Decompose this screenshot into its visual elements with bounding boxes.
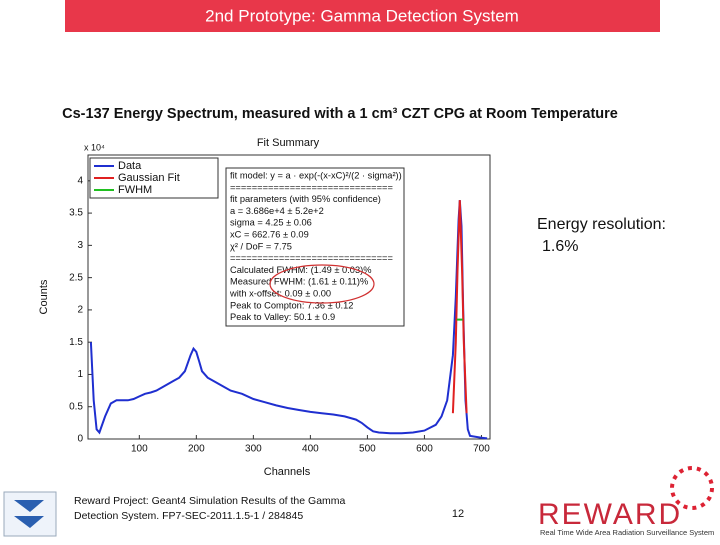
legend-label: Data xyxy=(118,160,142,172)
x-tick-label: 200 xyxy=(188,444,205,455)
y-tick-label: 2 xyxy=(77,305,83,316)
series-line xyxy=(89,200,488,440)
fit-summary-line: a = 3.686e+4 ± 5.2e+2 xyxy=(230,206,324,216)
y-tick-label: 1 xyxy=(77,369,83,380)
fit-summary-line: fit model: y = a · exp(-(x-xC)²/(2 · sig… xyxy=(230,170,402,180)
logo-swirl xyxy=(670,466,714,510)
fit-summary-line: χ² / DoF = 7.75 xyxy=(230,241,292,251)
fit-summary-line: with x-offset: 0.09 ± 0.00 xyxy=(229,288,331,298)
y-multiplier: x 10⁴ xyxy=(84,142,105,152)
fit-summary-line: ============================== xyxy=(230,253,393,263)
fp7-logo-shape xyxy=(14,500,44,528)
fp7-logo xyxy=(3,491,57,537)
fit-summary-line: ============================== xyxy=(230,182,393,192)
fit-summary-box xyxy=(225,167,405,327)
x-tick-label: 500 xyxy=(359,444,376,455)
title-bar xyxy=(65,0,660,32)
series-line xyxy=(451,200,468,414)
fit-summary-line: Peak to Valley: 50.1 ± 0.9 xyxy=(230,312,335,322)
footer-text: Reward Project: Geant4 Simulation Result… xyxy=(74,495,346,507)
y-tick-label: 0.5 xyxy=(69,401,83,412)
y-tick-label: 0 xyxy=(77,434,83,445)
legend-label: Gaussian Fit xyxy=(118,172,180,184)
resolution-label: Energy resolution: xyxy=(537,216,666,233)
y-tick-label: 3.5 xyxy=(69,208,83,219)
y-tick-label: 3 xyxy=(77,240,83,251)
x-tick-label: 700 xyxy=(473,444,490,455)
x-tick-label: 300 xyxy=(245,444,262,455)
highlight-ellipse xyxy=(269,264,375,304)
footer-text: Detection System. FP7-SEC-2011.1.5-1 / 2… xyxy=(74,510,303,522)
fit-summary-line: fit parameters (with 95% confidence) xyxy=(230,194,381,204)
fit-summary-line: Peak to Compton: 7.36 ± 0.12 xyxy=(230,300,353,310)
fit-summary-line: Calculated FWHM: (1.49 ± 0.03)% xyxy=(230,265,372,275)
y-tick-label: 1.5 xyxy=(69,337,83,348)
logo-tagline: Real Time Wide Area Radiation Surveillan… xyxy=(540,528,714,537)
slide-subtitle: Cs-137 Energy Spectrum, measured with a … xyxy=(62,106,618,122)
logo-text: REWARD xyxy=(538,498,682,531)
fit-summary-line: sigma = 4.25 ± 0.06 xyxy=(230,218,312,228)
slide-title: 2nd Prototype: Gamma Detection System xyxy=(205,6,519,25)
legend-label: FWHM xyxy=(118,184,152,196)
resolution-value: 1.6% xyxy=(542,238,578,255)
y-tick-label: 2.5 xyxy=(69,272,83,283)
x-tick-label: 100 xyxy=(131,444,148,455)
fit-summary-line: xC = 662.76 ± 0.09 xyxy=(230,229,309,239)
page-number: 12 xyxy=(452,508,464,520)
y-axis-label: Counts xyxy=(38,279,50,314)
x-axis-label: Channels xyxy=(264,466,311,478)
chart-title: Fit Summary xyxy=(257,137,320,149)
x-tick-label: 600 xyxy=(416,444,433,455)
fit-summary-line: Measured FWHM: (1.61 ± 0.11)% xyxy=(230,277,368,287)
y-tick-label: 4 xyxy=(77,175,83,186)
x-tick-label: 400 xyxy=(302,444,319,455)
